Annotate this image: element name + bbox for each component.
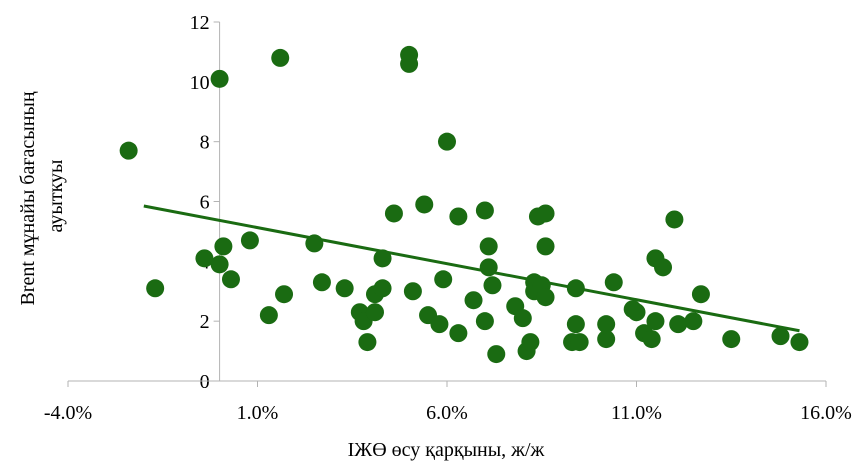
- x-axis-tick-marks: [67, 381, 827, 387]
- data-point: [214, 237, 233, 256]
- data-point: [536, 237, 555, 256]
- data-point: [373, 279, 392, 298]
- data-point: [570, 333, 589, 352]
- data-point: [513, 309, 532, 328]
- data-point: [240, 231, 259, 250]
- data-point: [430, 315, 449, 334]
- data-point: [684, 312, 703, 331]
- data-point: [479, 258, 498, 277]
- data-point: [669, 315, 688, 334]
- y-axis-tick-labels: 024681012: [190, 12, 220, 393]
- data-point: [566, 279, 585, 298]
- data-point: [646, 312, 665, 331]
- data-point: [722, 330, 741, 349]
- data-point: [438, 132, 456, 151]
- data-point: [312, 273, 331, 292]
- y-tick-label: 6: [200, 192, 210, 214]
- x-tick-label: 16.0%: [800, 402, 852, 424]
- data-point: [275, 285, 294, 304]
- y-tick-label: 10: [190, 72, 210, 94]
- y-tick-label: 2: [200, 311, 210, 333]
- x-axis-title: ІЖӨ өсу қарқыны, ж/ж: [348, 439, 545, 461]
- data-point: [384, 204, 403, 223]
- data-point: [119, 141, 138, 160]
- data-point: [521, 333, 540, 352]
- data-point: [400, 54, 419, 73]
- data-point: [665, 210, 684, 229]
- x-tick-label: 1.0%: [237, 402, 279, 424]
- data-point: [771, 327, 790, 346]
- data-point: [271, 48, 290, 67]
- data-point: [373, 249, 392, 268]
- y-tick-label: 8: [200, 132, 210, 154]
- data-point: [536, 204, 555, 223]
- data-point: [365, 303, 384, 322]
- data-point: [642, 330, 661, 349]
- data-point: [691, 285, 710, 304]
- data-point: [335, 279, 354, 298]
- trend-line: [143, 204, 800, 333]
- y-axis-title-line-1: Brent мұнайы бағасының: [17, 91, 39, 305]
- data-point: [259, 306, 278, 325]
- y-tick-label: 12: [190, 12, 210, 34]
- data-points: [119, 45, 809, 364]
- data-point: [305, 234, 324, 253]
- y-axis-title-line-2: ауыткуы: [45, 160, 67, 233]
- data-point: [464, 291, 483, 310]
- data-point: [403, 282, 422, 301]
- data-point: [536, 288, 555, 307]
- data-point: [483, 276, 502, 295]
- y-axis-title: Brent мұнайы бағасының ауыткуы: [17, 86, 67, 305]
- data-point: [210, 255, 229, 274]
- x-tick-label: 11.0%: [611, 402, 662, 424]
- x-tick-label: -4.0%: [44, 402, 92, 424]
- data-point: [449, 324, 468, 343]
- data-point: [654, 258, 673, 277]
- data-point: [479, 237, 498, 256]
- data-point: [475, 312, 494, 331]
- data-point: [221, 270, 240, 289]
- data-point: [790, 333, 809, 352]
- data-point: [195, 249, 214, 268]
- y-tick-label: 0: [200, 371, 210, 393]
- data-point: [210, 69, 229, 88]
- data-point: [358, 333, 377, 352]
- data-point: [597, 330, 616, 349]
- data-point: [627, 303, 646, 322]
- data-point: [487, 345, 506, 364]
- data-point: [475, 201, 494, 220]
- data-point: [604, 273, 623, 292]
- x-tick-label: 6.0%: [426, 402, 468, 424]
- data-point: [434, 270, 453, 289]
- data-point: [597, 315, 616, 334]
- data-point: [146, 279, 165, 298]
- data-point: [566, 315, 585, 334]
- x-axis-tick-labels: -4.0% 1.0% 6.0% 11.0% 16.0%: [44, 402, 852, 424]
- data-point: [415, 195, 434, 214]
- data-point: [449, 207, 468, 226]
